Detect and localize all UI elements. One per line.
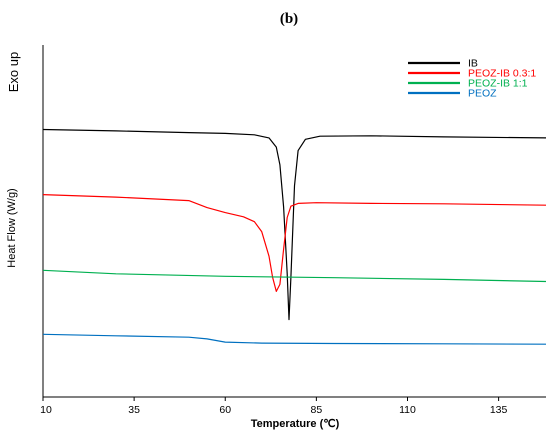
series-line-2 (42, 194, 547, 292)
y-axis-title: Heat Flow (W/g) (6, 188, 18, 267)
x-tick-label: 10 (40, 404, 52, 416)
series-line-3 (42, 269, 547, 283)
series-line-1 (42, 128, 547, 321)
x-axis-title: Temperature (℃) (251, 418, 340, 430)
x-tick-label: 60 (219, 404, 231, 416)
x-tick-label: 135 (490, 404, 508, 416)
legend-label-3: PEOZ-IB 1:1 (468, 78, 528, 90)
legend-label-1: IB (468, 58, 478, 70)
panel-label: (b) (280, 11, 298, 27)
x-tick-label: 85 (311, 404, 323, 416)
x-tick-label: 35 (128, 404, 140, 416)
legend-label-2: PEOZ-IB 0.3:1 (468, 68, 536, 80)
exo-up-label: Exo up (6, 52, 21, 92)
legend-label-4: PEOZ (468, 88, 497, 100)
x-tick-label: 110 (399, 404, 416, 416)
series-line-4 (42, 333, 547, 345)
